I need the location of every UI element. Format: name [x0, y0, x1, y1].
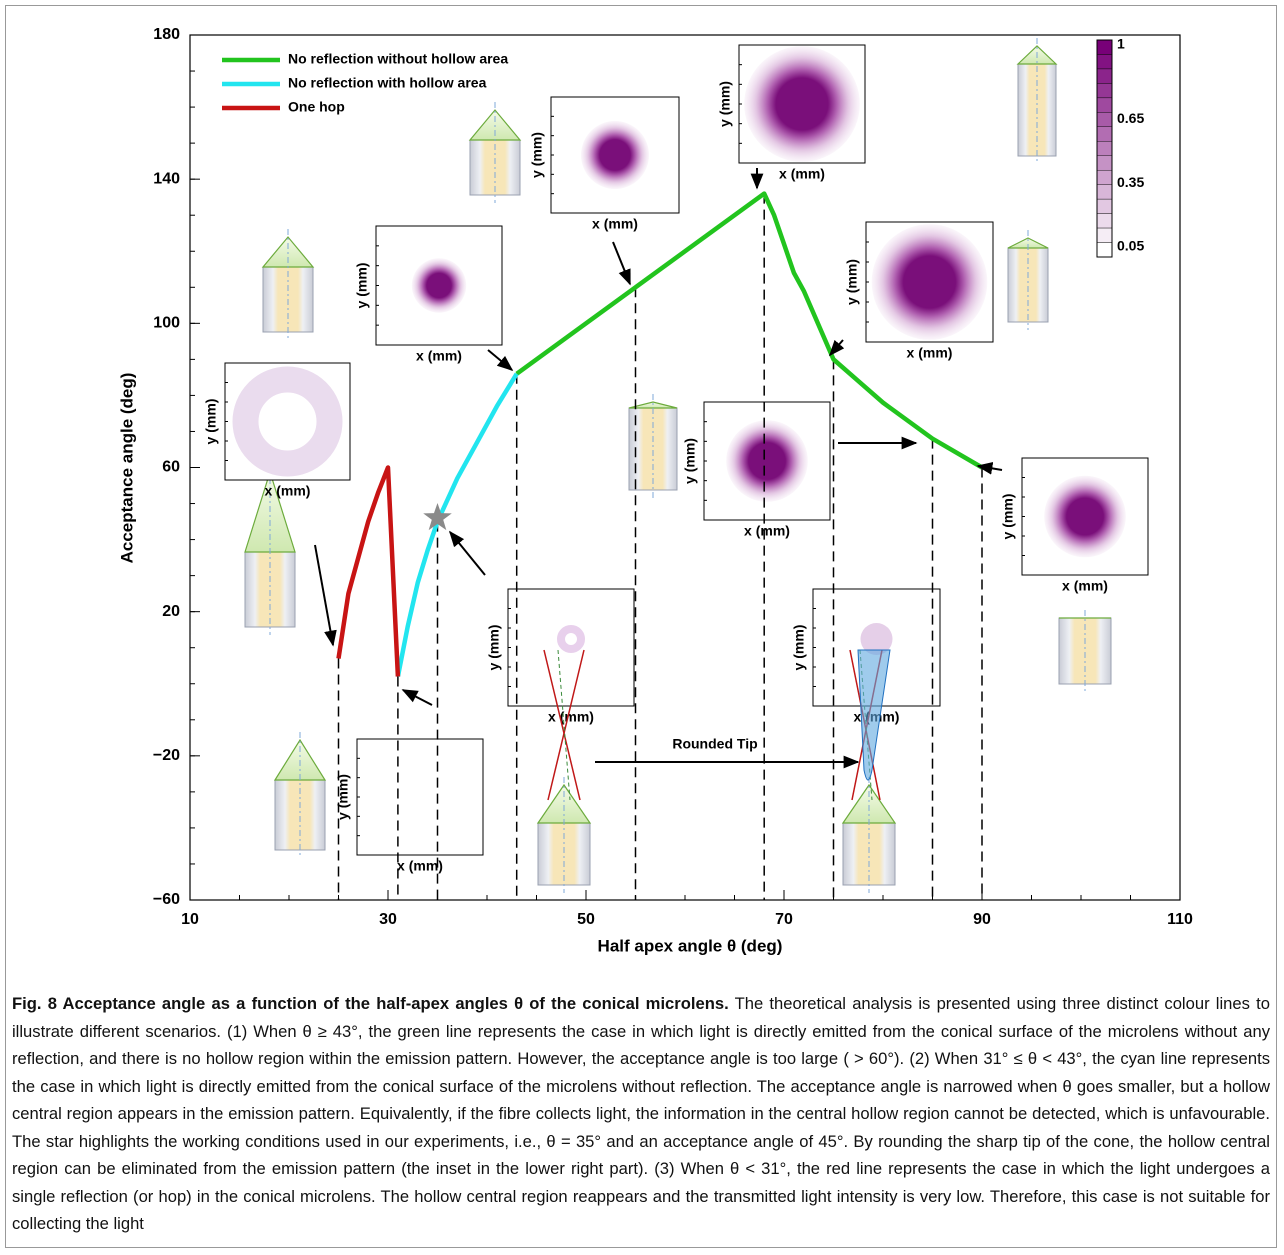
- inset-x-label: x (mm): [592, 216, 638, 232]
- arrow: [488, 350, 512, 370]
- x-tick-label: 110: [1167, 911, 1193, 928]
- inset-y-label: y (mm): [529, 132, 545, 178]
- y-tick-label: 100: [153, 315, 180, 332]
- inset-y-label: y (mm): [354, 263, 370, 309]
- inset-pattern: [872, 224, 988, 340]
- inset-x-label: x (mm): [779, 166, 825, 182]
- colorbar-step: [1097, 112, 1112, 126]
- colorbar-step: [1097, 228, 1112, 242]
- colorbar-step: [1097, 141, 1112, 155]
- inset-y-label: y (mm): [844, 259, 860, 305]
- fiber-cone: [843, 785, 895, 823]
- legend-label: One hop: [288, 99, 345, 115]
- colorbar-step: [1097, 243, 1112, 257]
- inset-x-label: x (mm): [265, 483, 311, 499]
- colorbar-label: 0.35: [1117, 174, 1144, 190]
- y-tick-label: −60: [153, 891, 180, 908]
- chart: Half apex angle θ (deg) Acceptance angle…: [0, 0, 1284, 985]
- inset-x-label: x (mm): [548, 709, 594, 725]
- colorbar-step: [1097, 98, 1112, 112]
- colorbar-label: 0.05: [1117, 238, 1144, 254]
- colorbar-step: [1097, 127, 1112, 141]
- colorbar-step: [1097, 156, 1112, 170]
- caption-text: The theoretical analysis is presented us…: [12, 994, 1270, 1233]
- inset-pattern: [744, 46, 860, 162]
- series-line: [339, 468, 398, 677]
- y-axis-label: Acceptance angle (deg): [117, 373, 136, 564]
- colorbar-step: [1097, 69, 1112, 83]
- colorbar-step: [1097, 54, 1112, 68]
- arrow: [315, 545, 333, 645]
- x-tick-label: 90: [973, 911, 991, 928]
- arrow: [830, 340, 843, 355]
- y-tick-label: 60: [162, 459, 180, 476]
- inset-y-label: y (mm): [717, 81, 733, 127]
- inset-pattern: [1044, 476, 1126, 558]
- y-tick-label: 140: [153, 170, 180, 187]
- inset-y-label: y (mm): [791, 625, 807, 671]
- colorbar-label: 0.65: [1117, 110, 1144, 126]
- colorbar-step: [1097, 185, 1112, 199]
- inset-frame: [357, 739, 483, 855]
- inset-pattern: [581, 121, 649, 189]
- caption: Fig. 8 Acceptance angle as a function of…: [12, 990, 1270, 1238]
- inset-x-label: x (mm): [397, 858, 443, 874]
- page: {"chart_data": { "type": "line", "x_labe…: [0, 0, 1284, 1255]
- caption-title: Fig. 8 Acceptance angle as a function of…: [12, 994, 729, 1013]
- colorbar-label: 1: [1117, 36, 1125, 52]
- colorbar-step: [1097, 170, 1112, 184]
- colorbar-step: [1097, 199, 1112, 213]
- x-axis-label: Half apex angle θ (deg): [598, 936, 783, 955]
- x-tick-label: 30: [379, 911, 397, 928]
- y-tick-label: 180: [153, 26, 180, 43]
- x-tick-label: 10: [181, 911, 199, 928]
- y-tick-label: −20: [153, 747, 180, 764]
- y-tick-label: 20: [162, 603, 180, 620]
- inset-y-label: y (mm): [335, 774, 351, 820]
- inset-y-label: y (mm): [682, 438, 698, 484]
- arrow: [450, 532, 485, 575]
- inset-pattern: [412, 258, 466, 312]
- x-tick-label: 50: [577, 911, 595, 928]
- inset-x-label: x (mm): [1062, 578, 1108, 594]
- colorbar-step: [1097, 214, 1112, 228]
- arrow: [613, 242, 630, 284]
- annotation: Rounded Tip: [672, 736, 757, 752]
- x-tick-label: 70: [775, 911, 793, 928]
- inset-pattern: [726, 420, 808, 502]
- legend-label: No reflection with hollow area: [288, 75, 487, 91]
- inset-y-label: y (mm): [203, 399, 219, 445]
- colorbar-step: [1097, 40, 1112, 54]
- legend-label: No reflection without hollow area: [288, 51, 508, 67]
- arrow: [403, 690, 432, 705]
- inset-y-label: y (mm): [486, 625, 502, 671]
- fiber-cone: [538, 785, 590, 823]
- inset-x-label: x (mm): [907, 345, 953, 361]
- inset-x-label: x (mm): [744, 523, 790, 539]
- inset-x-label: x (mm): [416, 348, 462, 364]
- colorbar-step: [1097, 83, 1112, 97]
- inset-y-label: y (mm): [1000, 494, 1016, 540]
